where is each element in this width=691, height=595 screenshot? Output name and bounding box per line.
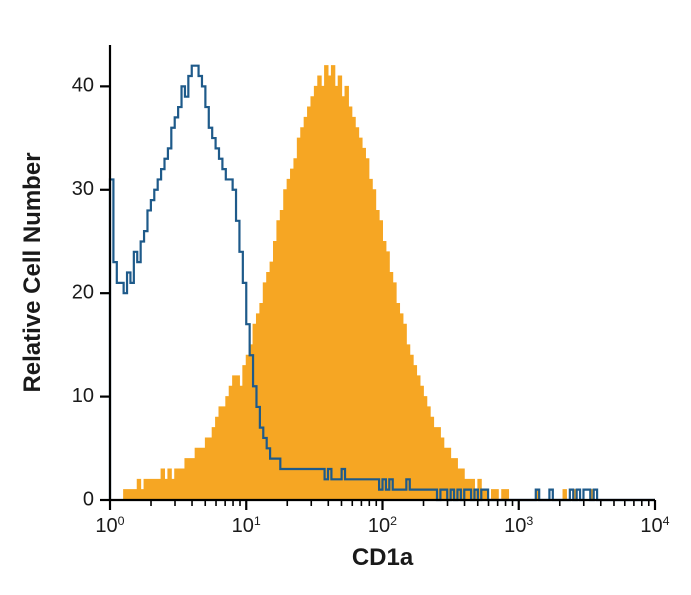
chart-svg: 0 10 20 30 40 100 101 102 103 104 CD1a Relative C… — [0, 0, 691, 595]
plot-area — [110, 66, 655, 500]
y-tick-label: 30 — [72, 178, 94, 200]
y-tick-label: 20 — [72, 281, 94, 303]
x-tick-label: 104 — [640, 514, 669, 537]
x-tick-label: 102 — [368, 514, 397, 537]
y-tick-label: 0 — [83, 488, 94, 510]
x-tick-label: 101 — [232, 514, 261, 537]
series-CD1a-stained — [110, 66, 655, 500]
x-tick-label: 100 — [95, 514, 124, 537]
y-tick-label: 10 — [72, 385, 94, 407]
y-tick-label: 40 — [72, 75, 94, 97]
y-axis-label: Relative Cell Number — [19, 152, 46, 392]
x-axis-label: CD1a — [352, 544, 414, 571]
flow-cytometry-histogram: 0 10 20 30 40 100 101 102 103 104 CD1a Relative C… — [0, 0, 691, 595]
x-tick-label: 103 — [504, 514, 533, 537]
